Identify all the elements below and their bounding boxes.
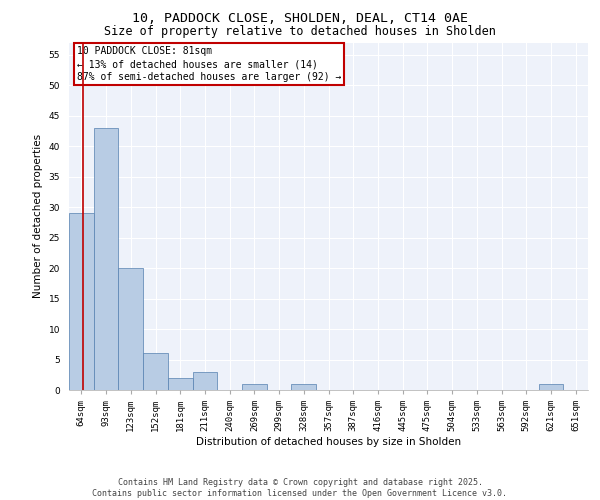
- Bar: [242, 384, 267, 390]
- X-axis label: Distribution of detached houses by size in Sholden: Distribution of detached houses by size …: [196, 437, 461, 447]
- Text: 10, PADDOCK CLOSE, SHOLDEN, DEAL, CT14 0AE: 10, PADDOCK CLOSE, SHOLDEN, DEAL, CT14 0…: [132, 12, 468, 26]
- Bar: [292, 384, 316, 390]
- Text: 10 PADDOCK CLOSE: 81sqm
← 13% of detached houses are smaller (14)
87% of semi-de: 10 PADDOCK CLOSE: 81sqm ← 13% of detache…: [77, 46, 341, 82]
- Bar: [193, 372, 217, 390]
- Bar: [118, 268, 143, 390]
- Bar: [539, 384, 563, 390]
- Text: Size of property relative to detached houses in Sholden: Size of property relative to detached ho…: [104, 25, 496, 38]
- Y-axis label: Number of detached properties: Number of detached properties: [33, 134, 43, 298]
- Bar: [69, 213, 94, 390]
- Bar: [143, 354, 168, 390]
- Bar: [168, 378, 193, 390]
- Bar: [94, 128, 118, 390]
- Text: Contains HM Land Registry data © Crown copyright and database right 2025.
Contai: Contains HM Land Registry data © Crown c…: [92, 478, 508, 498]
